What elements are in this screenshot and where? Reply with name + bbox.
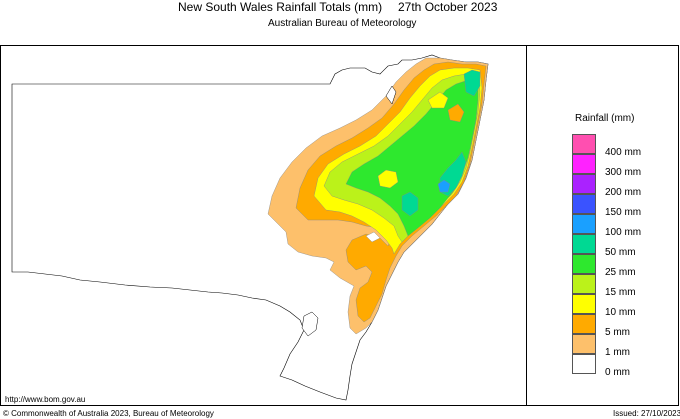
legend-label: 300 mm [605, 167, 642, 178]
title-date: 27th October 2023 [398, 0, 498, 14]
legend-label: 10 mm [605, 307, 636, 318]
rainfall-legend: 400 mm 300 mm 200 mm 150 mm 100 mm 50 mm… [572, 134, 672, 378]
legend-item: 150 mm [572, 194, 672, 218]
rain-zone-100mm [437, 179, 451, 193]
subtitle: Australian Bureau of Meteorology [268, 18, 417, 29]
map-frame [0, 45, 679, 406]
legend-swatch [572, 334, 596, 354]
rain-zone-50mm-north [463, 69, 481, 97]
legend-item: 25 mm [572, 254, 672, 278]
rain-zone-50mm-west [401, 191, 419, 217]
legend-item: 0 mm [572, 354, 672, 378]
url-text: http://www.bom.gov.au [5, 395, 86, 404]
legend-swatch [572, 214, 596, 234]
legend-item: 100 mm [572, 214, 672, 238]
legend-swatch [572, 134, 596, 154]
rain-island-white [365, 231, 381, 243]
legend-title: Rainfall (mm) [575, 113, 635, 124]
rain-zone-25mm [345, 79, 479, 237]
legend-label: 200 mm [605, 187, 642, 198]
legend-label: 50 mm [605, 247, 636, 258]
legend-swatch [572, 154, 596, 174]
legend-swatch [572, 234, 596, 254]
legend-label: 100 mm [605, 227, 642, 238]
legend-swatch [572, 354, 596, 374]
legend-label: 400 mm [605, 147, 642, 158]
legend-label: 25 mm [605, 267, 636, 278]
legend-swatch [572, 274, 596, 294]
legend-swatch [572, 254, 596, 274]
inland-lake [385, 85, 397, 105]
legend-item: 5 mm [572, 314, 672, 338]
nsw-rainfall-map [11, 54, 489, 401]
issued-text: Issued: 27/10/2023 [613, 409, 680, 418]
legend-label: 15 mm [605, 287, 636, 298]
rain-island-yellow [377, 169, 399, 189]
legend-label: 5 mm [605, 327, 630, 338]
legend-item: 10 mm [572, 294, 672, 318]
rain-island-orange [447, 103, 465, 123]
rain-island-yellow-north [427, 91, 449, 109]
legend-label: 0 mm [605, 367, 630, 378]
map-title: New South Wales Rainfall Totals (mm) 27t… [0, 0, 680, 15]
legend-swatch [572, 174, 596, 194]
legend-item: 50 mm [572, 234, 672, 258]
copyright-text: © Commonwealth of Australia 2023, Bureau… [3, 409, 214, 418]
legend-item: 300 mm [572, 154, 672, 178]
south-coast-outline [301, 311, 319, 337]
legend-divider [526, 45, 527, 406]
legend-item: 1 mm [572, 334, 672, 358]
legend-item: 200 mm [572, 174, 672, 198]
legend-swatch [572, 194, 596, 214]
legend-label: 1 mm [605, 347, 630, 358]
legend-swatch [572, 294, 596, 314]
legend-label: 150 mm [605, 207, 642, 218]
title-main: New South Wales Rainfall Totals (mm) [178, 0, 383, 14]
legend-item: 400 mm [572, 134, 672, 158]
legend-swatch [572, 314, 596, 334]
legend-item: 15 mm [572, 274, 672, 298]
